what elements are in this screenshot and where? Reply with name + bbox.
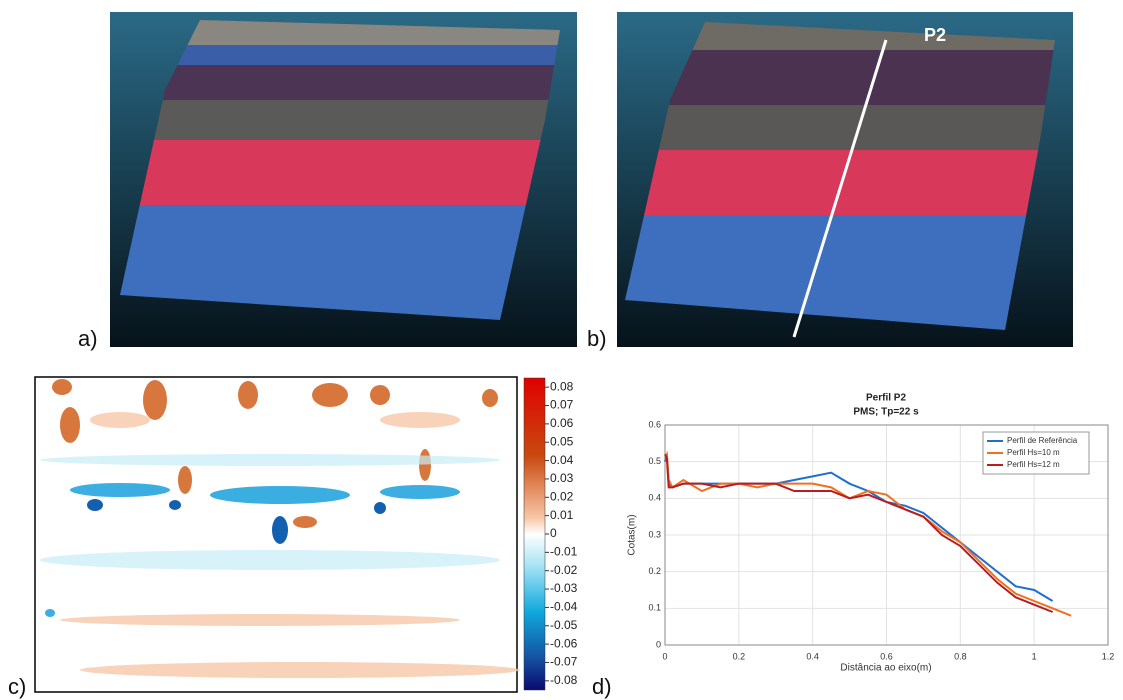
colorbar-label: 0.06 [550,416,574,430]
series-line [664,453,1053,613]
colorbar-label: -0.06 [550,636,578,650]
colorbar-label: 0.08 [550,379,574,393]
y-tick-label: 0.1 [648,603,661,613]
panel-label: b) [587,326,607,351]
colorbar-label: -0.05 [550,618,578,632]
photo-b: P2 [617,12,1073,347]
panel-label: a) [78,326,98,351]
colorbar-label: -0.01 [550,545,578,559]
x-axis-label: Distância ao eixo(m) [840,663,931,674]
colorbar-label: 0.05 [550,434,574,448]
colorbar-label: -0.02 [550,563,578,577]
photo-a [110,12,577,347]
y-axis-label: Cotas(m) [627,514,638,555]
y-tick-label: 0.5 [648,456,661,466]
legend-label: Perfil Hs=12 m [1007,460,1060,469]
legend-label: Perfil de Referência [1007,436,1078,445]
colorbar-label: 0.02 [550,489,574,503]
plot-frame [664,424,1109,646]
x-tick-label: 1.2 [1102,651,1115,661]
legend: Perfil de Referência Perfil Hs=10 m Perfil… [982,431,1090,475]
y-tick-label: 0.3 [648,529,661,539]
x-tick-label: 1 [1032,651,1037,661]
colorbar-label: -0.08 [550,673,578,687]
y-tick-label: 0.4 [648,493,661,503]
x-tick-label: 0.2 [733,651,746,661]
x-tick-label: 0.6 [880,651,893,661]
colorbar-label: -0.07 [550,655,578,669]
y-tick-label: 0 [656,639,661,649]
colorbar-label: 0.03 [550,471,574,485]
colorbar-label: -0.03 [550,581,578,595]
chart-title: Perfil P2 [866,393,906,404]
colorbar-label: 0.04 [550,453,574,467]
colorbar-label: 0 [550,526,557,540]
x-tick-label: 0 [662,651,667,661]
y-tick-label: 0.6 [648,419,661,429]
heatmap [34,376,546,693]
series-line [664,450,1072,617]
profile-label: P2 [924,25,946,45]
x-tick-label: 0.8 [954,651,967,661]
colorbar-label: -0.04 [550,600,578,614]
panel-label: d) [592,674,612,699]
chart-subtitle: PMS; Tp=22 s [853,407,919,418]
colorbar-label: 0.01 [550,508,574,522]
colorbar-label: 0.07 [550,398,574,412]
y-tick-label: 0.2 [648,566,661,576]
legend-label: Perfil Hs=10 m [1007,448,1060,457]
panel-label: c) [8,674,26,699]
x-tick-label: 0.4 [806,651,819,661]
